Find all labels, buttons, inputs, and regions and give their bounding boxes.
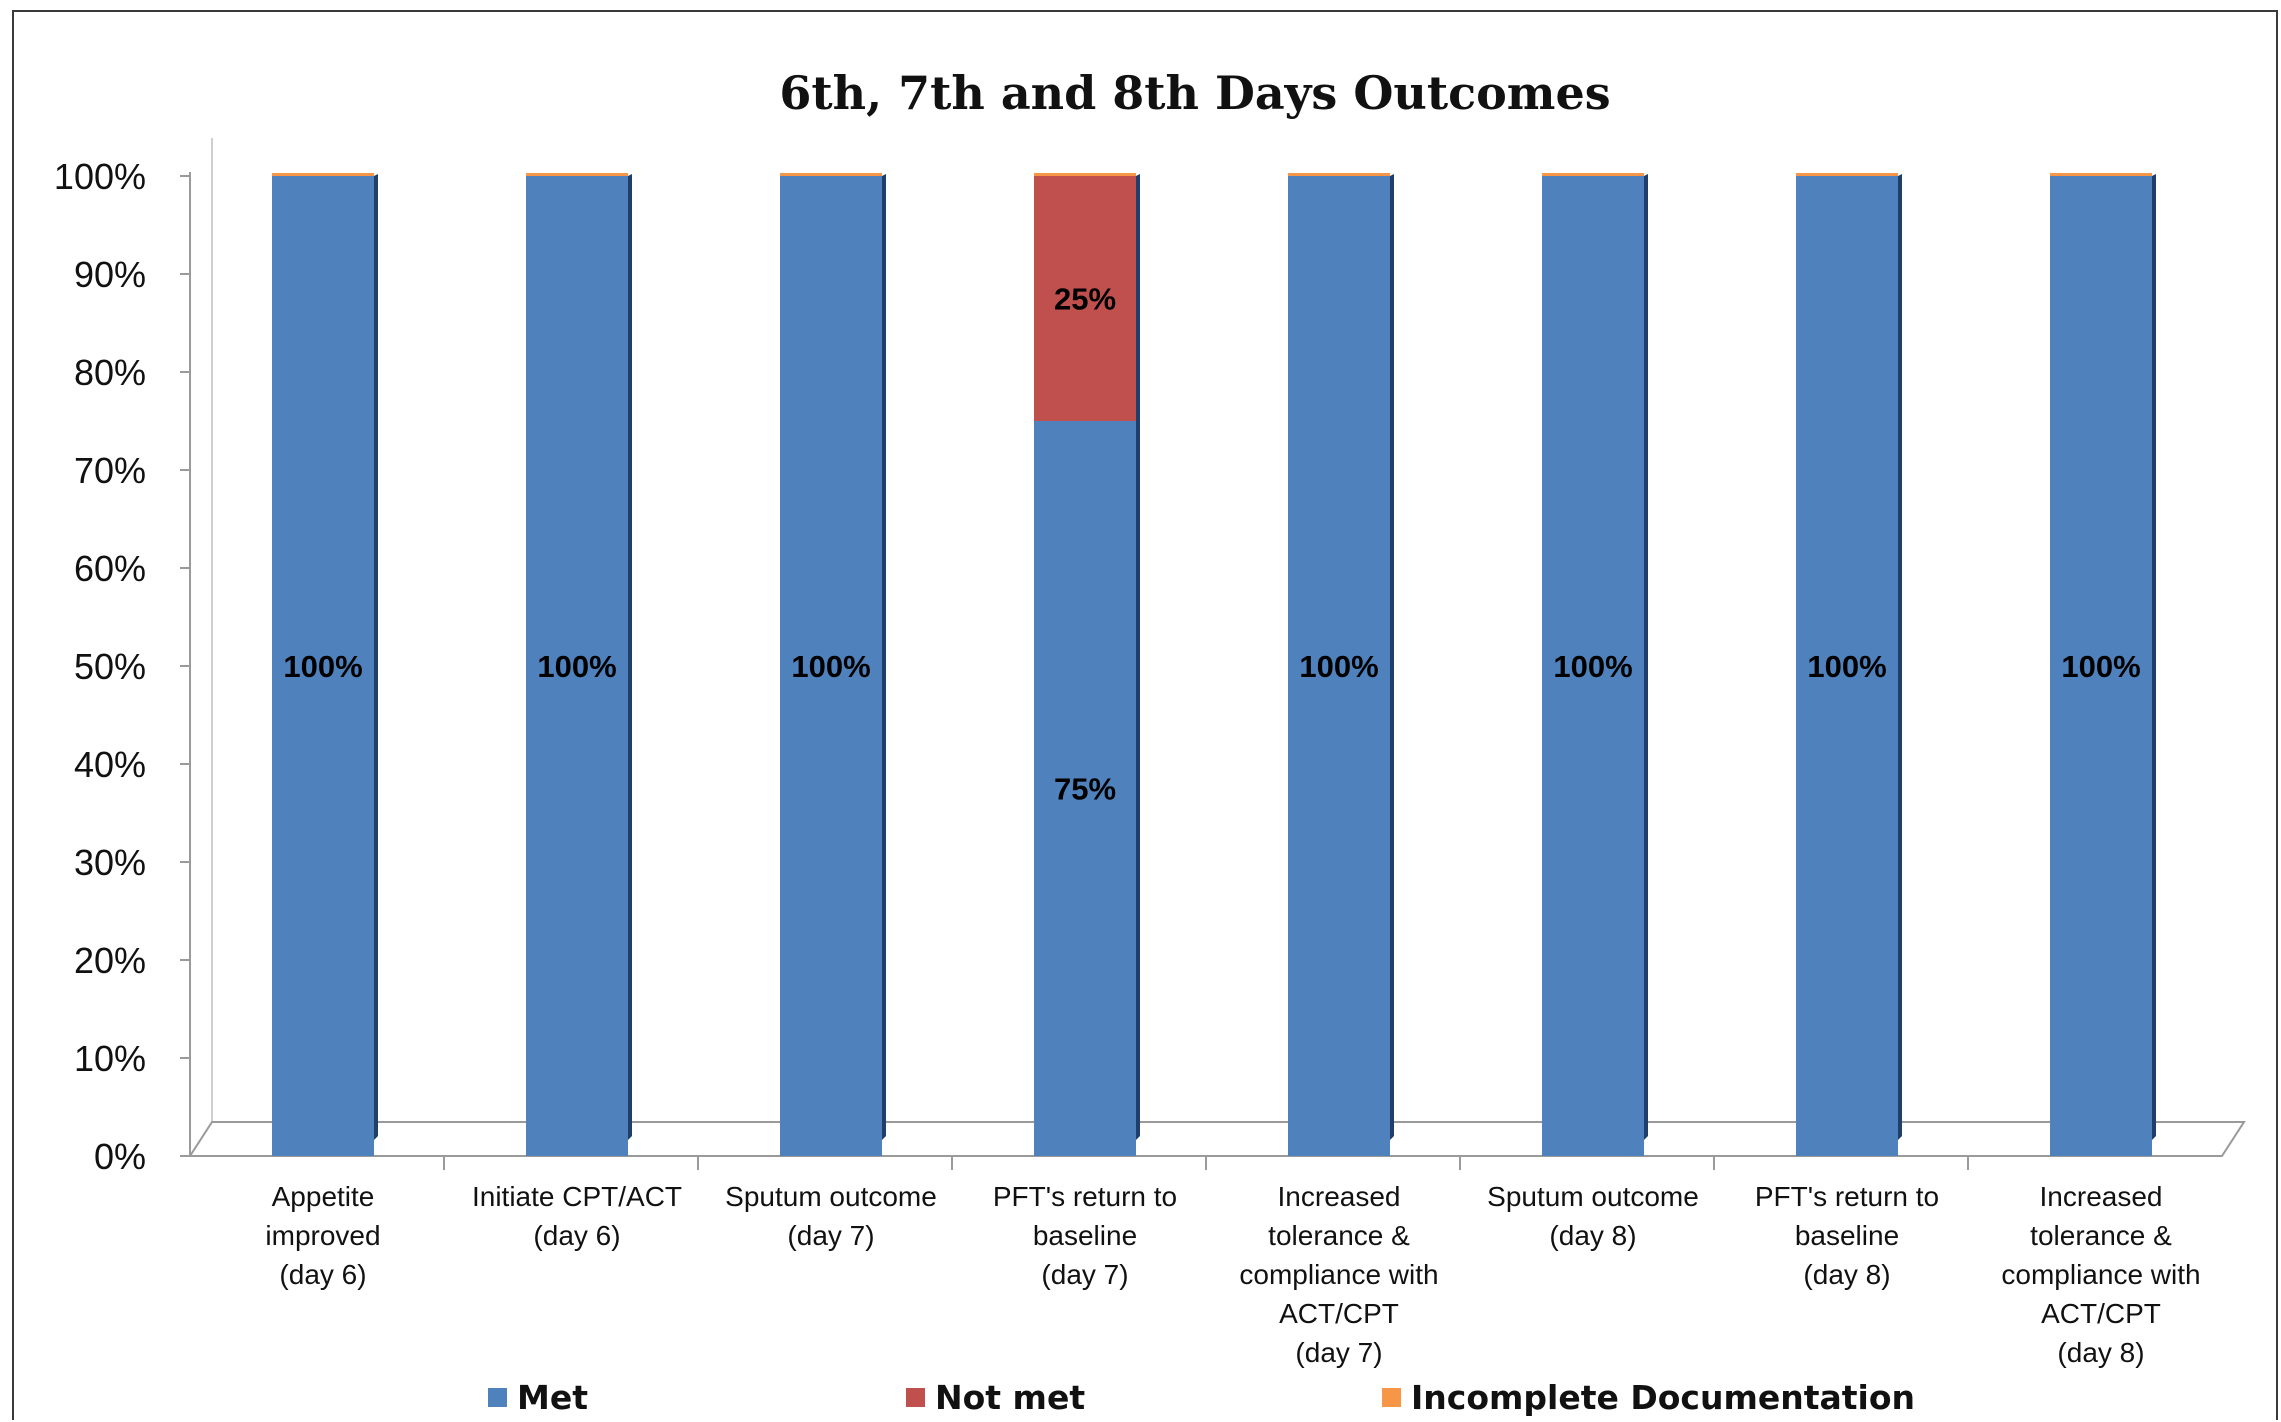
bar-segment bbox=[1542, 176, 1644, 1156]
bar-side bbox=[1644, 174, 1648, 1140]
bar-side bbox=[628, 174, 632, 1140]
x-tick-label-line: Sputum outcome bbox=[725, 1181, 937, 1212]
bar-side bbox=[374, 174, 378, 1140]
y-tick-label: 90% bbox=[74, 254, 146, 295]
x-tick-label-line: ACT/CPT bbox=[2041, 1298, 2161, 1329]
x-tick-label-line: (day 6) bbox=[533, 1220, 620, 1251]
data-label: 100% bbox=[1553, 649, 1632, 684]
bar-segment bbox=[272, 176, 374, 1156]
x-tick-label: Initiate CPT/ACT (day 6) bbox=[472, 1181, 682, 1251]
y-tick-label: 70% bbox=[74, 450, 146, 491]
data-label: 25% bbox=[1054, 282, 1116, 317]
legend-label: Not met bbox=[935, 1378, 1086, 1417]
x-tick-label: Increased tolerance & compliance with ACT/C… bbox=[2001, 1181, 2200, 1368]
legend-swatch bbox=[1382, 1388, 1401, 1407]
x-tick-label-line: PFT's return to bbox=[993, 1181, 1177, 1212]
legend-item: Incomplete Documentation bbox=[1382, 1378, 1915, 1417]
bar-segment bbox=[780, 176, 882, 1156]
x-tick-label-line: Increased bbox=[2040, 1181, 2163, 1212]
x-tick-label-line: Initiate CPT/ACT bbox=[472, 1181, 682, 1212]
data-label: 100% bbox=[1299, 649, 1378, 684]
y-tick-label: 60% bbox=[74, 548, 146, 589]
y-tick-label: 100% bbox=[54, 156, 146, 197]
x-tick-label-line: Sputum outcome bbox=[1487, 1181, 1699, 1212]
bar-cap bbox=[272, 173, 374, 176]
x-tick-label: Appetite improved (day 6) bbox=[265, 1181, 380, 1290]
x-tick-label-line: (day 7) bbox=[1041, 1259, 1128, 1290]
x-tick-label: Sputum outcome (day 7) bbox=[725, 1181, 937, 1251]
legend-swatch bbox=[488, 1388, 507, 1407]
x-tick-label-line: compliance with bbox=[1239, 1259, 1438, 1290]
x-tick-label-line: improved bbox=[265, 1220, 380, 1251]
bar-cap bbox=[1288, 173, 1390, 176]
x-tick-label-line: Appetite bbox=[272, 1181, 375, 1212]
x-tick-label-line: (day 7) bbox=[1295, 1337, 1382, 1368]
bar-cap bbox=[1034, 173, 1136, 176]
data-label: 100% bbox=[537, 649, 616, 684]
data-labels: 100% 100% 100% 75% 25% 100% 100% 100% 100% bbox=[283, 282, 2140, 807]
chart-title: 6th, 7th and 8th Days Outcomes bbox=[779, 66, 1611, 120]
x-tick-label: Sputum outcome (day 8) bbox=[1487, 1181, 1699, 1251]
x-tick-label-line: baseline bbox=[1795, 1220, 1899, 1251]
y-tick-label: 80% bbox=[74, 352, 146, 393]
legend-item: Not met bbox=[906, 1378, 1085, 1417]
bar-segment bbox=[1034, 176, 1136, 421]
bar-side bbox=[882, 174, 886, 1140]
x-tick-label-line: (day 6) bbox=[279, 1259, 366, 1290]
x-tick-label-line: tolerance & bbox=[2030, 1220, 2172, 1251]
chart-floor bbox=[188, 1121, 2246, 1157]
bar-side bbox=[1136, 174, 1140, 1140]
x-tick-label-line: (day 7) bbox=[787, 1220, 874, 1251]
x-tick-label-line: PFT's return to bbox=[1755, 1181, 1939, 1212]
bars bbox=[272, 173, 2156, 1156]
data-label: 100% bbox=[283, 649, 362, 684]
legend-label: Met bbox=[517, 1378, 588, 1417]
bar-segment bbox=[526, 176, 628, 1156]
bar-cap bbox=[780, 173, 882, 176]
data-label: 100% bbox=[2061, 649, 2140, 684]
bar-segment bbox=[2050, 176, 2152, 1156]
x-tick-label-line: baseline bbox=[1033, 1220, 1137, 1251]
bar-segment bbox=[1796, 176, 1898, 1156]
bar-cap bbox=[1542, 173, 1644, 176]
data-label: 75% bbox=[1054, 772, 1116, 807]
y-tick-label: 20% bbox=[74, 940, 146, 981]
y-tick-label: 10% bbox=[74, 1038, 146, 1079]
bar-side bbox=[1898, 174, 1902, 1140]
x-tick-label-line: (day 8) bbox=[1549, 1220, 1636, 1251]
y-tick-label: 40% bbox=[74, 744, 146, 785]
x-tick-label-line: Increased bbox=[1278, 1181, 1401, 1212]
legend-item: Met bbox=[488, 1378, 588, 1417]
x-tick-label-line: (day 8) bbox=[2057, 1337, 2144, 1368]
legend: Met Not met Incomplete Documentation bbox=[0, 1378, 2281, 1422]
bar-segment bbox=[1288, 176, 1390, 1156]
bar-side bbox=[1390, 174, 1394, 1140]
x-tick-label-line: (day 8) bbox=[1803, 1259, 1890, 1290]
bar-segment bbox=[1034, 421, 1136, 1156]
data-label: 100% bbox=[1807, 649, 1886, 684]
x-tick-label: PFT's return to baseline (day 8) bbox=[1755, 1181, 1939, 1290]
x-tick-label: PFT's return to baseline (day 7) bbox=[993, 1181, 1177, 1290]
bar-cap bbox=[1796, 173, 1898, 176]
x-tick-label: Increased tolerance & compliance with ACT/C… bbox=[1239, 1181, 1438, 1368]
bar-side bbox=[2152, 174, 2156, 1140]
bar-cap bbox=[526, 173, 628, 176]
y-tick-label: 0% bbox=[94, 1136, 146, 1177]
data-label: 100% bbox=[791, 649, 870, 684]
bar-cap bbox=[2050, 173, 2152, 176]
chart-frame bbox=[12, 10, 2278, 1420]
legend-swatch bbox=[906, 1388, 925, 1407]
legend-label: Incomplete Documentation bbox=[1411, 1378, 1916, 1417]
y-tick-label: 50% bbox=[74, 646, 146, 687]
y-tick-label: 30% bbox=[74, 842, 146, 883]
x-tick-label-line: ACT/CPT bbox=[1279, 1298, 1399, 1329]
x-tick-label-line: tolerance & bbox=[1268, 1220, 1410, 1251]
x-tick-label-line: compliance with bbox=[2001, 1259, 2200, 1290]
axes: 0% 10% 20% 30% 40% 50% 60% 70% 80% 90% 100% Appetit… bbox=[54, 138, 2246, 1368]
